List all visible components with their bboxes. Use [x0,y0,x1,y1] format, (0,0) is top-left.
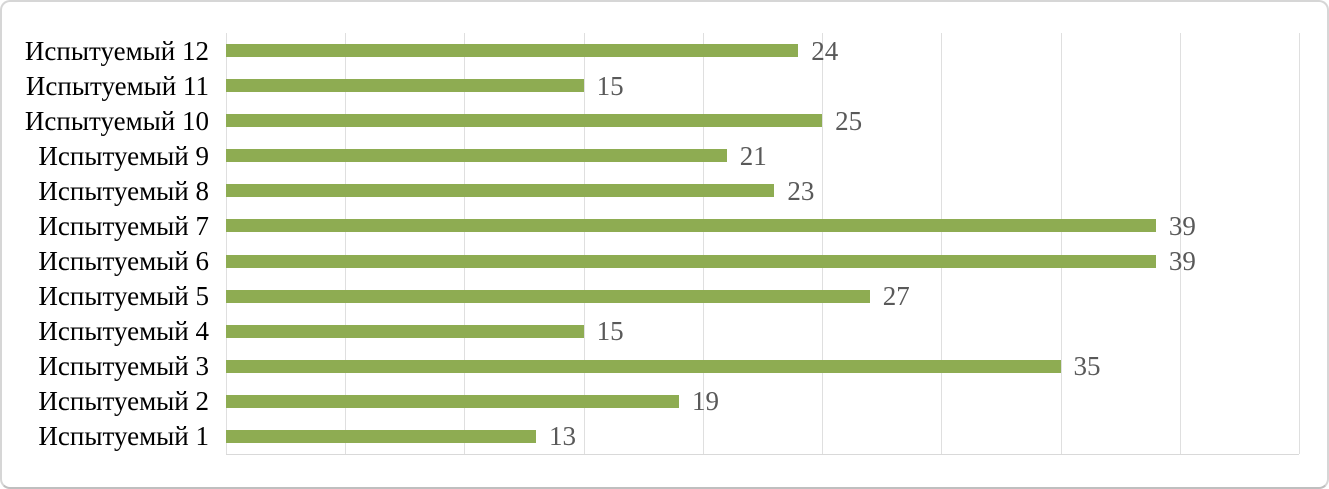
gridline [464,33,466,454]
value-label: 15 [596,70,624,101]
value-label: 19 [692,386,720,417]
bar [226,394,680,408]
category-label: Испытуемый 4 [38,316,209,347]
value-label: 35 [1073,351,1101,382]
category-label: Испытуемый 6 [38,246,209,277]
bar [226,254,1156,268]
value-label: 27 [882,281,910,312]
category-label: Испытуемый 10 [24,105,209,136]
bar [226,359,1061,373]
value-label: 39 [1168,210,1196,241]
value-label: 25 [835,105,863,136]
gridline [345,33,347,454]
bar [226,289,870,303]
bar [226,114,823,128]
bar [226,44,799,58]
gridline [941,33,943,454]
gridline [1060,33,1062,454]
category-label: Испытуемый 3 [38,351,209,382]
category-label: Испытуемый 7 [38,210,209,241]
value-label: 23 [787,175,815,206]
category-label: Испытуемый 11 [25,70,209,101]
bar [226,149,727,163]
gridline [1299,33,1300,454]
category-label: Испытуемый 2 [38,386,209,417]
value-label: 24 [811,35,839,66]
gridline [822,33,824,454]
value-label: 15 [596,316,624,347]
gridline [702,33,704,454]
category-label: Испытуемый 9 [38,140,209,171]
value-label: 13 [548,421,576,452]
bar [226,429,536,443]
value-label: 39 [1168,246,1196,277]
category-label: Испытуемый 1 [38,421,209,452]
value-axis-line [226,33,227,454]
category-axis-line [226,454,1299,455]
bar [226,324,584,338]
category-label: Испытуемый 8 [38,175,209,206]
bar [226,79,584,93]
value-label: 21 [739,140,767,171]
bar [226,184,775,198]
gridline [1179,33,1181,454]
gridline [583,33,585,454]
bar [226,219,1156,233]
category-label: Испытуемый 12 [24,35,209,66]
category-label: Испытуемый 5 [38,281,209,312]
